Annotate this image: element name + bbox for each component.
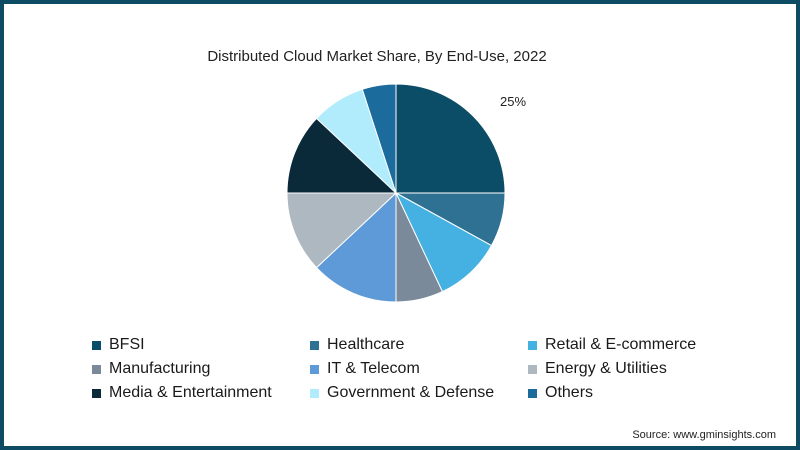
- legend-label: Healthcare: [327, 336, 405, 353]
- pie-slice-others: [361, 83, 397, 194]
- pie-slice-media-entertainment: [286, 117, 398, 194]
- legend-swatch: [528, 364, 537, 374]
- pie-data-labels: 25%: [500, 94, 526, 109]
- legend-label: Government & Defense: [327, 384, 495, 401]
- legend-swatch: [92, 388, 101, 398]
- legend-item: Energy & Utilities: [528, 358, 732, 380]
- legend-swatch: [310, 340, 319, 350]
- chart-title: Distributed Cloud Market Share, By End-U…: [207, 48, 547, 65]
- legend: BFSI Healthcare Retail & E-commerce Manufac…: [92, 334, 732, 404]
- legend-item: Manufacturing: [92, 358, 310, 380]
- pie-slice-it-telecom: [315, 191, 397, 303]
- pie-chart: 25%: [286, 83, 526, 303]
- legend-swatch: [92, 340, 101, 350]
- pie-slice-bfsi: [395, 83, 506, 194]
- legend-label: Media & Entertainment: [109, 384, 272, 401]
- legend-swatch: [310, 388, 319, 398]
- legend-item: Retail & E-commerce: [528, 334, 732, 356]
- pie-data-label: 25%: [500, 94, 526, 109]
- legend-swatch: [528, 388, 537, 398]
- legend-label: Energy & Utilities: [545, 360, 667, 377]
- legend-label: Others: [545, 384, 594, 401]
- legend-item: Healthcare: [310, 334, 528, 356]
- pie-slice-energy-utilities: [286, 192, 398, 269]
- legend-item: Media & Entertainment: [92, 382, 310, 404]
- legend-label: Manufacturing: [109, 360, 211, 377]
- source-note: Source: www.gminsights.com: [632, 429, 776, 441]
- legend-item: BFSI: [92, 334, 310, 356]
- legend-item: Government & Defense: [310, 382, 528, 404]
- legend-swatch: [528, 340, 537, 350]
- legend-label: IT & Telecom: [327, 360, 420, 377]
- pie-slices: [286, 83, 506, 303]
- legend-label: BFSI: [109, 336, 145, 353]
- legend-item: IT & Telecom: [310, 358, 528, 380]
- legend-item: Others: [528, 382, 732, 404]
- legend-swatch: [310, 364, 319, 374]
- legend-label: Retail & E-commerce: [545, 336, 697, 353]
- legend-swatch: [92, 364, 101, 374]
